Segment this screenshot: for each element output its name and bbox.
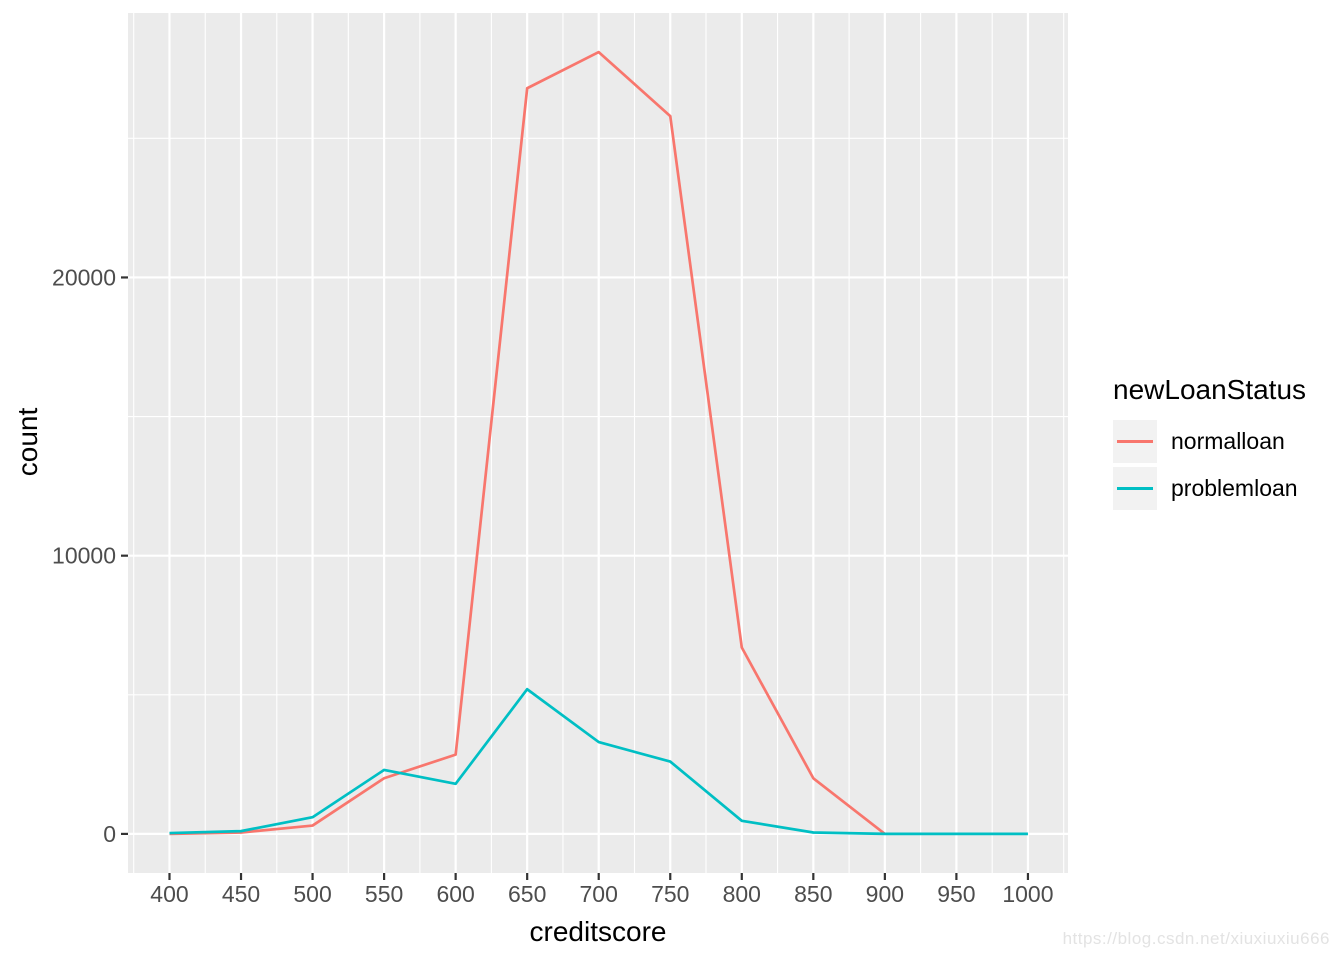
x-tick-label: 500 bbox=[293, 881, 331, 907]
y-tick-label: 20000 bbox=[52, 265, 116, 291]
x-tick-label: 900 bbox=[866, 881, 904, 907]
x-tick-label: 650 bbox=[508, 881, 546, 907]
x-tick-label: 850 bbox=[794, 881, 832, 907]
series-line-problemloan bbox=[169, 687, 1028, 836]
legend: newLoanStatus normalloan problemloan bbox=[1113, 374, 1306, 514]
watermark-text: https://blog.csdn.net/xiuxiuxiu666 bbox=[1062, 929, 1330, 948]
y-tick-label: 10000 bbox=[52, 543, 116, 569]
x-tick-label: 400 bbox=[150, 881, 188, 907]
x-tick-label: 600 bbox=[436, 881, 474, 907]
x-tick-label: 750 bbox=[651, 881, 689, 907]
legend-entry-normalloan: normalloan bbox=[1113, 420, 1306, 463]
x-tick-label: 700 bbox=[580, 881, 618, 907]
x-axis-title: creditscore bbox=[529, 916, 667, 947]
x-tick-label: 1000 bbox=[1002, 881, 1053, 907]
x-tick-label: 950 bbox=[937, 881, 975, 907]
legend-key-normalloan bbox=[1113, 420, 1157, 463]
x-tick-label: 550 bbox=[365, 881, 403, 907]
legend-title: newLoanStatus bbox=[1113, 374, 1307, 405]
x-tick-label: 450 bbox=[222, 881, 260, 907]
series-line-normalloan bbox=[169, 50, 886, 836]
legend-entry-problemloan: problemloan bbox=[1113, 467, 1306, 510]
y-tick-label: 0 bbox=[103, 821, 116, 847]
x-tick-label: 800 bbox=[723, 881, 761, 907]
y-axis-title: count bbox=[12, 407, 43, 477]
legend-label-normalloan: normalloan bbox=[1171, 428, 1285, 454]
legend-label-problemloan: problemloan bbox=[1171, 475, 1298, 501]
normalloan-line-swatch-icon bbox=[1117, 440, 1153, 443]
problemloan-line-swatch-icon bbox=[1117, 487, 1153, 490]
legend-key-problemloan bbox=[1113, 467, 1157, 510]
